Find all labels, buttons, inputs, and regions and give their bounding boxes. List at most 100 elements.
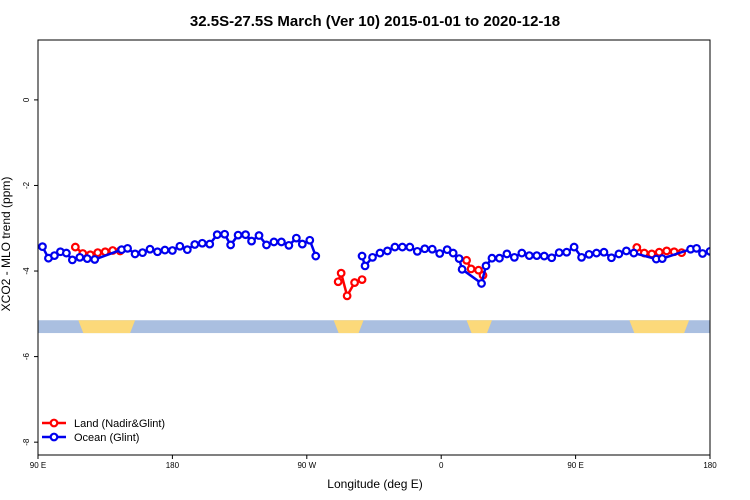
data-point bbox=[621, 246, 631, 256]
data-point bbox=[714, 245, 721, 252]
series-ocean bbox=[38, 229, 729, 288]
data-point bbox=[487, 253, 497, 263]
y-tick-label: -4 bbox=[22, 267, 31, 275]
data-point bbox=[662, 246, 672, 256]
x-tick-label: 90 E bbox=[567, 461, 583, 470]
data-point bbox=[336, 268, 346, 278]
y-tick-label: 0 bbox=[22, 97, 31, 102]
legend-marker bbox=[49, 418, 59, 428]
data-point bbox=[123, 243, 132, 253]
land-band-segment bbox=[78, 320, 136, 334]
data-point bbox=[368, 252, 377, 262]
data-point bbox=[614, 249, 624, 259]
data-point bbox=[474, 265, 483, 275]
data-point bbox=[297, 239, 307, 249]
data-point bbox=[481, 261, 491, 271]
data-point bbox=[524, 251, 534, 261]
data-point bbox=[607, 253, 616, 263]
data-point bbox=[457, 264, 467, 274]
data-point bbox=[333, 277, 343, 287]
data-point bbox=[50, 251, 59, 261]
data-point bbox=[175, 241, 185, 251]
data-point bbox=[532, 251, 542, 261]
data-point bbox=[212, 230, 222, 240]
data-point bbox=[427, 244, 437, 254]
data-point bbox=[311, 251, 321, 261]
data-point bbox=[167, 246, 177, 255]
data-point bbox=[477, 279, 486, 288]
data-point bbox=[357, 251, 367, 261]
data-point bbox=[233, 230, 243, 240]
x-tick-label: 180 bbox=[703, 461, 717, 470]
legend-marker bbox=[49, 432, 59, 442]
data-point bbox=[466, 264, 476, 274]
data-point bbox=[220, 229, 230, 239]
data-point bbox=[420, 244, 430, 254]
land-band-segment bbox=[466, 320, 492, 334]
data-point bbox=[629, 248, 639, 258]
y-tick-label: -8 bbox=[22, 438, 31, 446]
data-point bbox=[138, 248, 147, 258]
data-point bbox=[247, 236, 256, 246]
data-point bbox=[692, 243, 701, 253]
land-band-segment bbox=[629, 320, 690, 334]
data-point bbox=[75, 252, 85, 262]
data-point bbox=[390, 242, 400, 252]
x-tick-label: 90 E bbox=[30, 461, 46, 470]
data-point bbox=[61, 248, 71, 258]
data-point bbox=[383, 246, 392, 256]
land-ocean-band bbox=[38, 320, 710, 334]
data-point bbox=[448, 248, 458, 258]
data-point bbox=[262, 240, 271, 250]
data-point bbox=[93, 248, 103, 258]
data-point bbox=[577, 252, 586, 262]
data-point bbox=[569, 242, 579, 252]
data-point bbox=[205, 239, 215, 249]
data-point bbox=[254, 231, 264, 240]
data-point bbox=[539, 251, 549, 261]
data-point bbox=[547, 253, 557, 263]
data-point bbox=[592, 248, 601, 258]
data-point bbox=[291, 233, 301, 243]
data-point bbox=[562, 247, 572, 257]
data-point bbox=[375, 248, 385, 258]
data-point bbox=[517, 248, 527, 258]
data-point bbox=[284, 240, 294, 250]
data-point bbox=[462, 255, 471, 265]
data-point bbox=[90, 255, 100, 264]
data-point bbox=[226, 240, 236, 250]
y-axis-label: XCO2 - MLO trend (ppm) bbox=[0, 177, 13, 312]
data-point bbox=[657, 254, 667, 264]
data-point bbox=[160, 245, 170, 255]
x-tick-label: 90 W bbox=[297, 461, 316, 470]
y-tick-label: -6 bbox=[22, 352, 31, 360]
data-point bbox=[182, 245, 192, 255]
data-point bbox=[350, 278, 359, 287]
data-point bbox=[342, 291, 352, 301]
data-point bbox=[397, 242, 407, 252]
data-point bbox=[502, 249, 512, 259]
data-point bbox=[277, 237, 286, 247]
legend-label: Land (Nadir&Glint) bbox=[74, 418, 165, 430]
data-point bbox=[360, 261, 370, 271]
data-point bbox=[509, 252, 519, 262]
legend: Land (Nadir&Glint) Ocean (Glint) bbox=[42, 418, 165, 444]
data-point bbox=[698, 249, 707, 258]
data-point bbox=[145, 244, 155, 254]
data-point bbox=[454, 254, 464, 264]
x-axis: 90 E 180 90 W 0 90 E 180 bbox=[30, 455, 717, 470]
data-point bbox=[70, 242, 80, 252]
x-tick-label: 180 bbox=[166, 461, 180, 470]
plot-frame bbox=[37, 39, 711, 456]
data-point bbox=[584, 249, 594, 259]
data-point bbox=[130, 249, 140, 259]
data-point bbox=[67, 255, 77, 265]
ocean-band bbox=[38, 320, 710, 334]
chart-title: 32.5S-27.5S March (Ver 10) 2015-01-01 to… bbox=[190, 13, 560, 30]
data-point bbox=[722, 249, 729, 256]
data-point bbox=[197, 238, 207, 248]
land-band-segment bbox=[333, 320, 364, 334]
x-axis-label: Longitude (deg E) bbox=[327, 477, 422, 491]
data-point bbox=[38, 242, 47, 252]
